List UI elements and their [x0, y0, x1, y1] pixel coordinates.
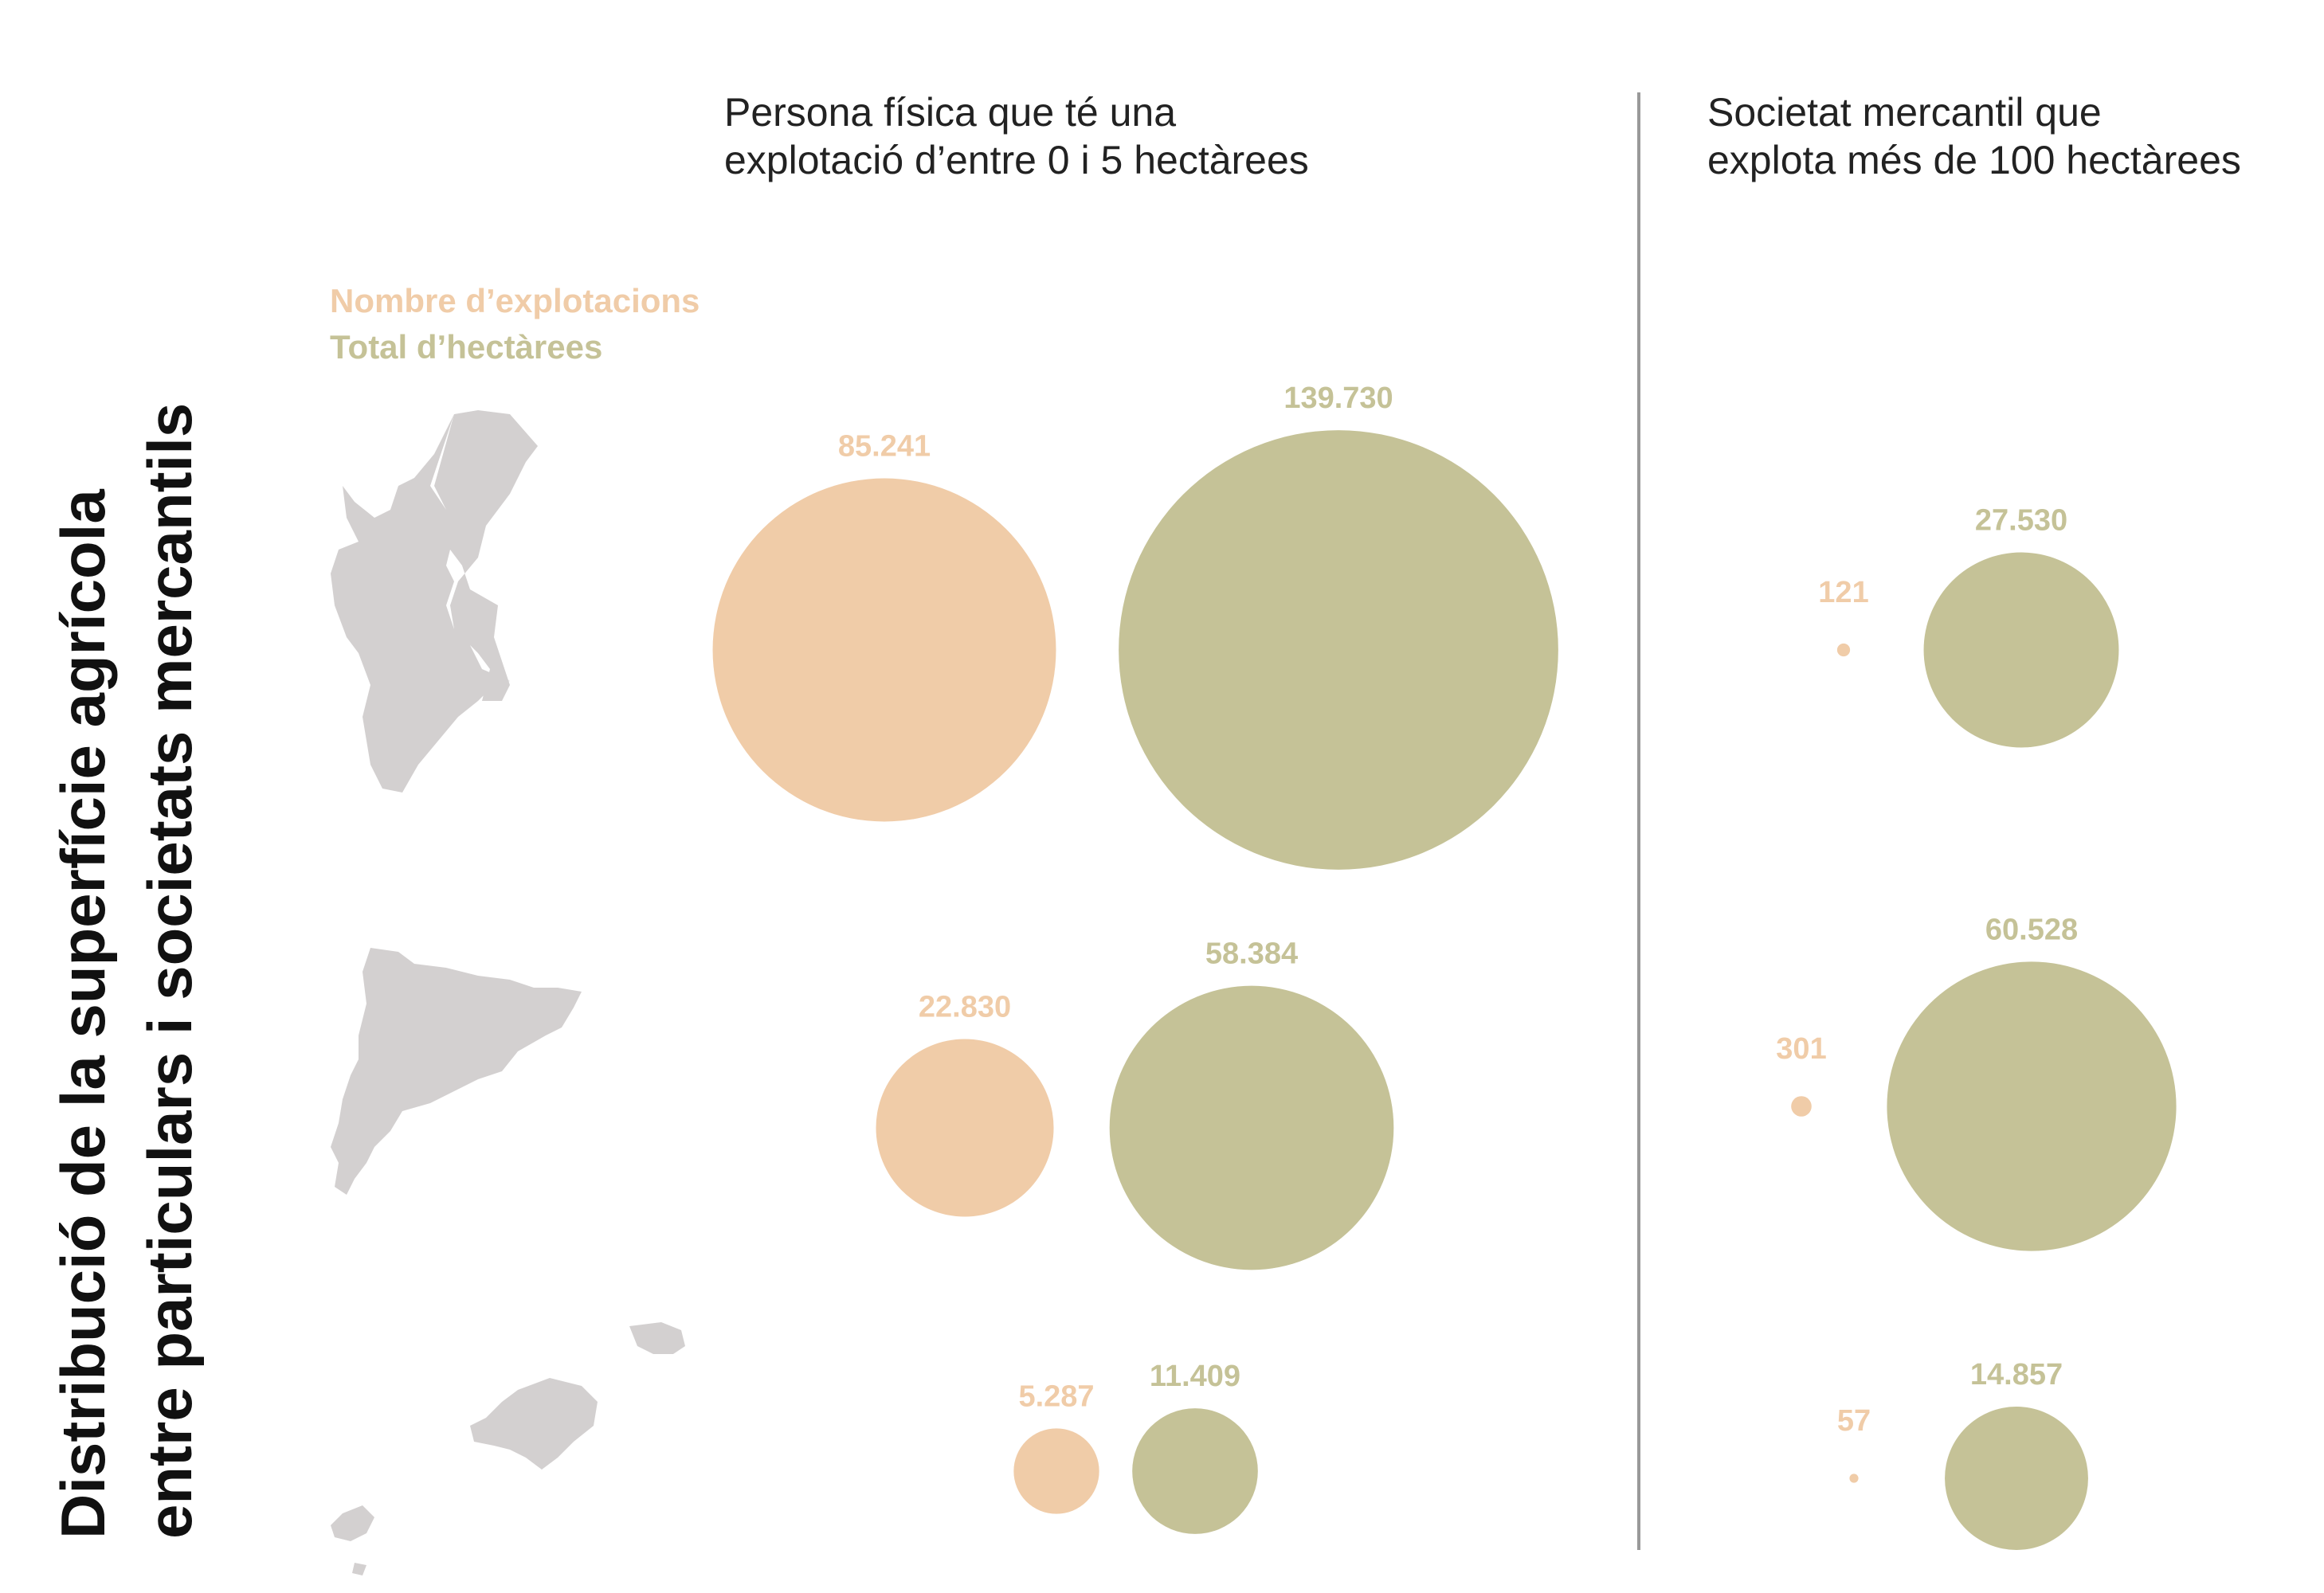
- group-title: Persona física que té una: [724, 90, 1176, 135]
- bubble: [1923, 552, 2119, 748]
- bubble: [1849, 1474, 1859, 1483]
- map-catalonia: [331, 948, 582, 1195]
- group-title: explota més de 100 hectàrees: [1707, 138, 2241, 182]
- bubble: [876, 1039, 1054, 1217]
- bubble: [1887, 961, 2177, 1251]
- value-label: 14.857: [1970, 1358, 2063, 1391]
- legend-label: Total d’hectàrees: [330, 328, 602, 366]
- bubble: [1836, 643, 1851, 657]
- bubble: [1132, 1408, 1258, 1534]
- group-title: explotació d’entre 0 i 5 hectàrees: [724, 138, 1309, 182]
- map-balearics: [331, 1322, 685, 1575]
- bubble: [1119, 430, 1558, 870]
- value-label: 121: [1818, 576, 1868, 609]
- value-label: 5.287: [1018, 1380, 1094, 1413]
- value-label: 27.530: [1975, 504, 2067, 538]
- bubble: [1791, 1096, 1812, 1117]
- map-valencia: [331, 410, 538, 793]
- value-label: 58.384: [1205, 937, 1298, 971]
- value-label: 301: [1776, 1032, 1826, 1066]
- value-label: 22.830: [919, 990, 1011, 1024]
- group-title: Societat mercantil que: [1707, 90, 2102, 135]
- bubble: [1013, 1428, 1099, 1514]
- value-label: 60.528: [1985, 913, 2078, 946]
- value-label: 139.730: [1283, 382, 1393, 415]
- legend-label: Nombre d’explotacions: [330, 282, 700, 319]
- value-label: 85.241: [838, 430, 931, 464]
- bubble: [712, 478, 1056, 822]
- bubble: [1945, 1407, 2088, 1550]
- chart-title: entre particulars i societats mercantils: [135, 403, 205, 1539]
- value-label: 11.409: [1150, 1360, 1240, 1393]
- bubble: [1109, 985, 1394, 1270]
- value-label: 57: [1837, 1404, 1871, 1438]
- chart-title: Distribució de la superfície agrícola: [48, 489, 118, 1539]
